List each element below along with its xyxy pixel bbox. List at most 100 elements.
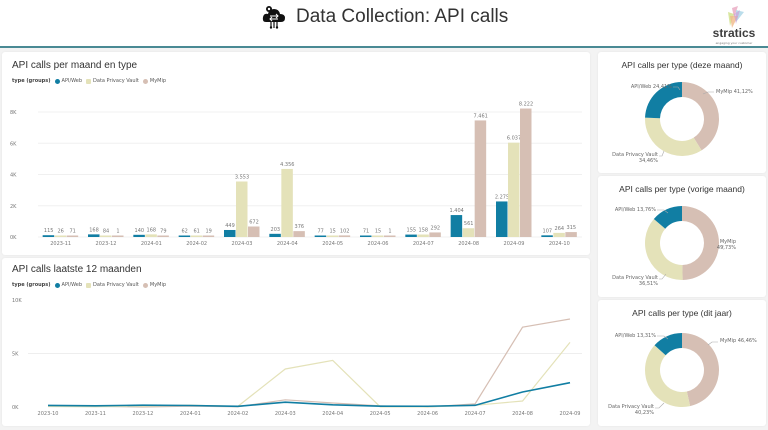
x-tick-label: 2024-01 xyxy=(141,241,162,247)
bar[interactable] xyxy=(384,235,396,238)
x-tick-label: 2024-08 xyxy=(512,411,533,417)
legend-dot-icon xyxy=(86,78,92,84)
line-chart[interactable]: 0K 5K 10K 2023-10 2023-11 2023-12 2024-01 2024-… xyxy=(2,258,590,426)
donut-title: API calls per type (dit jaar) xyxy=(632,308,732,318)
leader-line xyxy=(657,335,669,340)
bar[interactable] xyxy=(417,234,429,237)
x-tick-label: 2024-06 xyxy=(417,411,438,417)
bar[interactable] xyxy=(248,226,260,238)
donut-label: API/Web 13,76% xyxy=(615,207,656,213)
bar[interactable] xyxy=(224,229,236,237)
bar[interactable] xyxy=(429,232,441,237)
bar[interactable] xyxy=(326,235,339,238)
line-series-data-privacy-vault[interactable] xyxy=(47,342,571,408)
y-tick-label: 0K xyxy=(12,405,19,411)
donut-slice[interactable] xyxy=(654,333,682,356)
x-tick-label: 2024-08 xyxy=(458,241,479,247)
brush-strokes-icon xyxy=(728,6,744,28)
bar[interactable] xyxy=(360,235,372,238)
data-label: 6.037 xyxy=(507,136,521,142)
line-series-api-web[interactable] xyxy=(47,381,571,408)
x-tick-label: 2024-07 xyxy=(465,411,486,417)
donut-slice[interactable] xyxy=(645,345,691,407)
y-tick-label: 5K xyxy=(12,352,19,358)
legend-dot-icon xyxy=(86,282,92,288)
legend-dot-icon xyxy=(142,78,148,84)
bar[interactable] xyxy=(42,235,55,237)
x-tick-label: 2024-06 xyxy=(368,241,389,247)
donut-slice[interactable] xyxy=(645,82,682,119)
x-tick-label: 2024-04 xyxy=(322,411,343,417)
bar[interactable] xyxy=(372,235,384,238)
y-tick-label: 10K xyxy=(12,298,22,304)
line-series-mymip[interactable] xyxy=(47,318,571,408)
legend-item-api-web[interactable]: API/Web xyxy=(54,282,82,288)
bar[interactable] xyxy=(269,233,281,237)
bar[interactable] xyxy=(178,235,191,238)
bar[interactable] xyxy=(236,181,248,237)
donut-label: MyMip 46,46% xyxy=(720,338,757,344)
bar[interactable] xyxy=(293,231,305,237)
data-label: 107 xyxy=(543,228,553,234)
bar[interactable] xyxy=(553,232,565,237)
data-label: 7.461 xyxy=(474,113,488,119)
bar[interactable] xyxy=(508,142,520,237)
data-label: 292 xyxy=(431,225,441,231)
legend-title: type (groups) xyxy=(12,282,51,288)
bar[interactable] xyxy=(157,235,169,238)
bar[interactable] xyxy=(565,232,577,237)
leader-line xyxy=(655,402,665,409)
bar[interactable] xyxy=(474,120,487,237)
bar[interactable] xyxy=(100,235,112,238)
legend-title: type (groups) xyxy=(12,78,51,84)
x-tick-label: 2024-02 xyxy=(186,241,207,247)
bar[interactable] xyxy=(314,235,327,238)
donut-label: Data Privacy Vault xyxy=(608,404,654,410)
legend-item-data-privacy-vault[interactable]: Data Privacy Vault xyxy=(86,78,139,84)
bar[interactable] xyxy=(450,215,463,237)
bar[interactable] xyxy=(88,234,100,237)
donut-slice[interactable] xyxy=(682,82,719,151)
donut-chart[interactable]: API/Web 13,31% MyMip 46,46% Data Privacy V… xyxy=(598,300,766,426)
bar[interactable] xyxy=(145,234,157,237)
bar[interactable] xyxy=(520,108,532,237)
donut-slice[interactable] xyxy=(682,206,720,280)
bar[interactable] xyxy=(338,235,351,237)
legend-item-mymip[interactable]: MyMip xyxy=(142,78,166,84)
x-tick-label: 2024-04 xyxy=(277,241,298,247)
stratics-logo: stratics engaging your customer xyxy=(706,2,762,46)
data-label: 203 xyxy=(271,227,281,233)
logo-tagline: engaging your customer xyxy=(715,41,753,45)
bar[interactable] xyxy=(462,228,475,237)
leader-line xyxy=(659,273,667,280)
legend-dot-icon xyxy=(54,282,60,288)
bar[interactable] xyxy=(541,235,553,237)
data-label: 3.553 xyxy=(235,174,249,180)
legend-item-mymip[interactable]: MyMip xyxy=(142,282,166,288)
donut-slice[interactable] xyxy=(653,206,682,229)
legend-item-data-privacy-vault[interactable]: Data Privacy Vault xyxy=(86,282,139,288)
donut-chart[interactable]: API/Web 24,41% MyMip 41,12% Data Privacy V… xyxy=(598,52,766,173)
bar[interactable] xyxy=(496,201,508,237)
bar[interactable] xyxy=(190,235,203,238)
bar[interactable] xyxy=(281,168,293,237)
line-chart-legend: type (groups) API/Web Data Privacy Vault… xyxy=(12,282,166,288)
donut-slice[interactable] xyxy=(645,218,683,280)
bar[interactable] xyxy=(54,235,67,238)
x-tick-label: 2024-09 xyxy=(560,411,581,417)
data-label: 1.404 xyxy=(450,208,464,214)
donut-panel-previous-month: API calls per type (vorige maand) API/We… xyxy=(598,176,766,297)
bar[interactable] xyxy=(202,235,215,238)
legend-item-api-web[interactable]: API/Web xyxy=(54,78,82,84)
bar[interactable] xyxy=(66,235,79,238)
donut-label: 36,51% xyxy=(639,281,658,287)
donut-slice[interactable] xyxy=(645,117,702,156)
bar[interactable] xyxy=(405,234,417,237)
donut-slice[interactable] xyxy=(682,333,719,407)
leader-line xyxy=(673,86,681,91)
bar[interactable] xyxy=(133,234,145,237)
data-label: 8.222 xyxy=(519,102,533,108)
bar[interactable] xyxy=(112,235,124,238)
